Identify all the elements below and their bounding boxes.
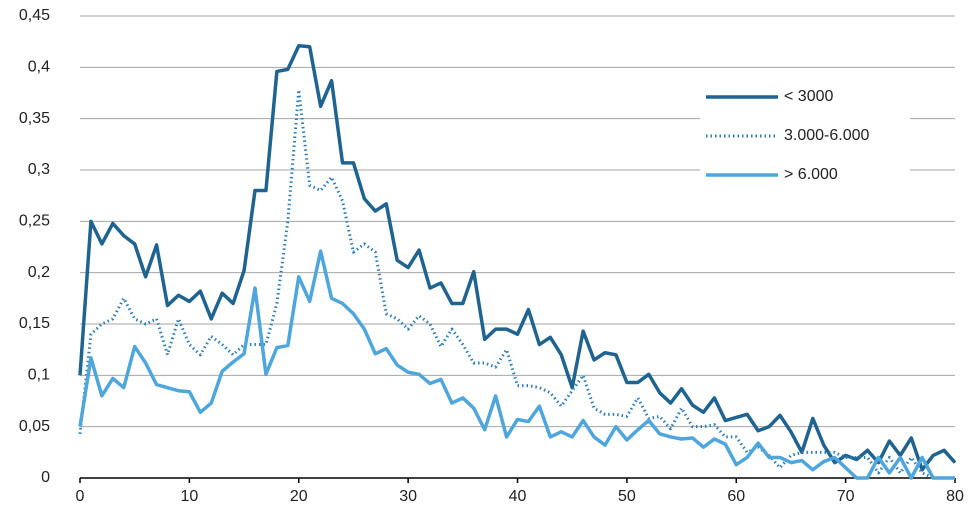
x-tick-label: 30 [399,488,417,505]
x-tick-label: 0 [76,488,85,505]
x-tick-label: 40 [509,488,527,505]
y-tick-label: 0 [41,469,50,486]
y-tick-label: 0,15 [19,315,50,332]
y-tick-label: 0,1 [28,367,50,384]
legend-label: 3.000-6.000 [784,127,870,144]
y-tick-label: 0,05 [19,418,50,435]
y-tick-label: 0,45 [19,7,50,24]
y-tick-label: 0,25 [19,213,50,230]
x-tick-label: 10 [180,488,198,505]
y-tick-label: 0,2 [28,264,50,281]
series-line [78,44,957,472]
series-line [78,88,955,480]
y-tick-label: 0,35 [19,110,50,127]
y-tick-label: 0,4 [28,59,50,76]
y-tick-label: 0,3 [28,161,50,178]
x-tick-label: 50 [618,488,636,505]
legend-label: < 3000 [784,88,833,105]
x-tick-label: 20 [290,488,308,505]
x-tick-label: 70 [837,488,855,505]
x-tick-label: 80 [946,488,964,505]
legend-label: > 6.000 [784,166,838,183]
x-tick-label: 60 [727,488,745,505]
series-line [78,249,955,480]
